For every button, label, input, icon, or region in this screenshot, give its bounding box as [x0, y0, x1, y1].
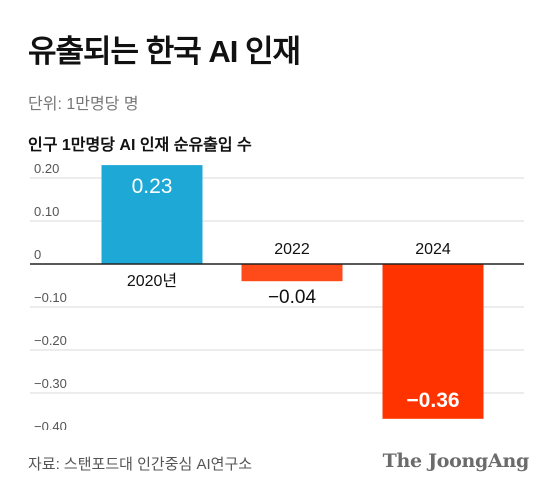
value-label: −0.04 — [268, 287, 317, 308]
chart-subtitle: 인구 1만명당 AI 인재 순유출입 수 — [28, 137, 252, 154]
y-tick-label: −0.20 — [34, 333, 67, 348]
y-tick-label: −0.40 — [34, 419, 67, 430]
category-label: 2022 — [274, 241, 310, 258]
bar — [101, 165, 203, 264]
y-tick-label: 0.20 — [34, 161, 59, 176]
y-tick-label: 0.10 — [34, 204, 59, 219]
unit-label: 단위: 1만명당 명 — [28, 96, 139, 113]
category-label: 2020년 — [127, 272, 177, 290]
source-note: 자료: 스탠포드대 인간중심 AI연구소 — [28, 456, 253, 473]
value-label: −0.36 — [406, 389, 459, 412]
bar — [382, 264, 484, 419]
value-label: 0.23 — [132, 175, 173, 198]
y-tick-label: −0.10 — [34, 290, 67, 305]
y-tick-label: −0.30 — [34, 376, 67, 391]
bar-chart: 0.20 0.10 0 −0.10 −0.20 −0.30 −0.40 0.23 2020년 −0… — [30, 161, 524, 430]
bar — [241, 264, 343, 282]
chart-title: 유출되는 한국 AI 인재 — [28, 34, 301, 69]
brand-logo: The JoongAng — [382, 450, 530, 472]
y-tick-label: 0 — [34, 247, 41, 262]
category-label: 2024 — [415, 241, 451, 258]
